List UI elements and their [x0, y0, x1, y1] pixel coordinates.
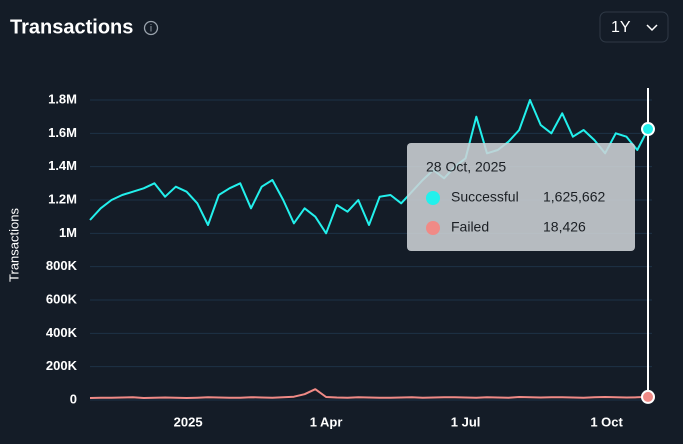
y-tick-label: 1.8M: [48, 91, 77, 106]
tooltip-series-name: Successful: [451, 189, 519, 205]
tooltip-swatch: [426, 221, 440, 235]
tooltip-value: 18,426: [543, 219, 586, 235]
y-tick-label: 1.6M: [48, 125, 77, 140]
info-icon[interactable]: i: [143, 20, 159, 36]
y-tick-label: 0: [70, 391, 77, 406]
x-tick-label: 2025: [174, 414, 203, 429]
y-tick-label: 1.2M: [48, 191, 77, 206]
tooltip-box: [407, 143, 635, 251]
y-tick-label: 400K: [46, 325, 78, 340]
tooltip-series-name: Failed: [451, 219, 489, 235]
tooltip-value: 1,625,662: [543, 189, 605, 205]
x-tick-label: 1 Jul: [451, 414, 481, 429]
x-tick-label: 1 Oct: [590, 414, 623, 429]
y-tick-label: 1M: [59, 225, 77, 240]
range-button[interactable]: 1Y: [599, 11, 669, 43]
hover-dot: [641, 122, 655, 137]
y-axis-label: Transactions: [6, 208, 21, 282]
y-tick-label: 200K: [46, 358, 78, 373]
series-line: [89, 99, 649, 235]
y-tick-label: 600K: [46, 291, 78, 306]
series-line: [89, 388, 649, 399]
y-tick-label: 800K: [46, 258, 78, 273]
y-tick-label: 1.4M: [48, 158, 77, 173]
hover-dot: [641, 389, 655, 404]
range-label: 1Y: [611, 19, 631, 36]
tooltip-date: 28 Oct, 2025: [426, 159, 506, 175]
chart-title: Transactions: [10, 16, 133, 38]
x-tick-label: 1 Apr: [310, 414, 343, 429]
tooltip-swatch: [426, 191, 440, 205]
svg-text:i: i: [150, 24, 152, 35]
